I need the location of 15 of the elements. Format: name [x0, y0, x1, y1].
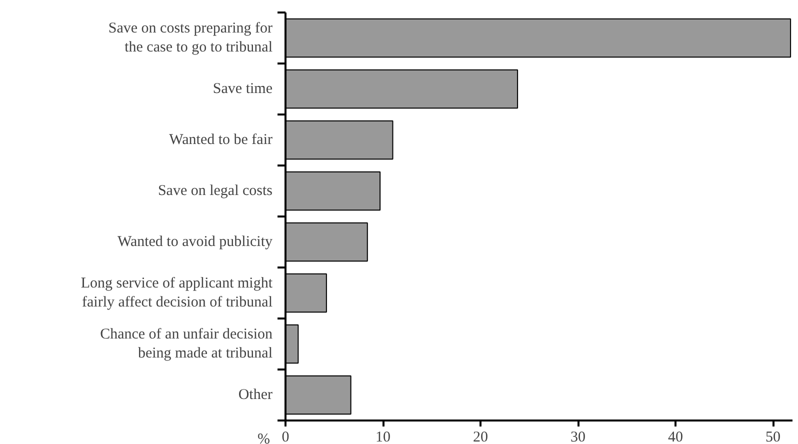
y-tick-label: Wanted to be fair	[169, 132, 273, 148]
y-tick-label: Chance of an unfair decision being made at tribunal	[100, 326, 273, 362]
x-tick-label: 10	[376, 430, 390, 444]
y-tick-label: Save time	[212, 81, 273, 97]
y-tick-label: Wanted to avoid publicity	[117, 234, 273, 250]
x-tick-label: 30	[570, 430, 586, 444]
y-tick-label: Other	[238, 387, 273, 403]
x-axis-title: %	[258, 432, 270, 444]
x-tick-label: 40	[668, 430, 683, 444]
y-tick-label: Long service of applicant might fairly affect decision of tribunal	[80, 275, 274, 311]
x-tick-label: 20	[473, 430, 488, 444]
y-tick-label: Save on costs preparing for the case to go to tribunal	[108, 20, 273, 56]
x-tick-label: 50	[766, 430, 780, 444]
y-tick-label: Save on legal costs	[158, 183, 273, 199]
x-tick-label: 0	[282, 430, 290, 444]
